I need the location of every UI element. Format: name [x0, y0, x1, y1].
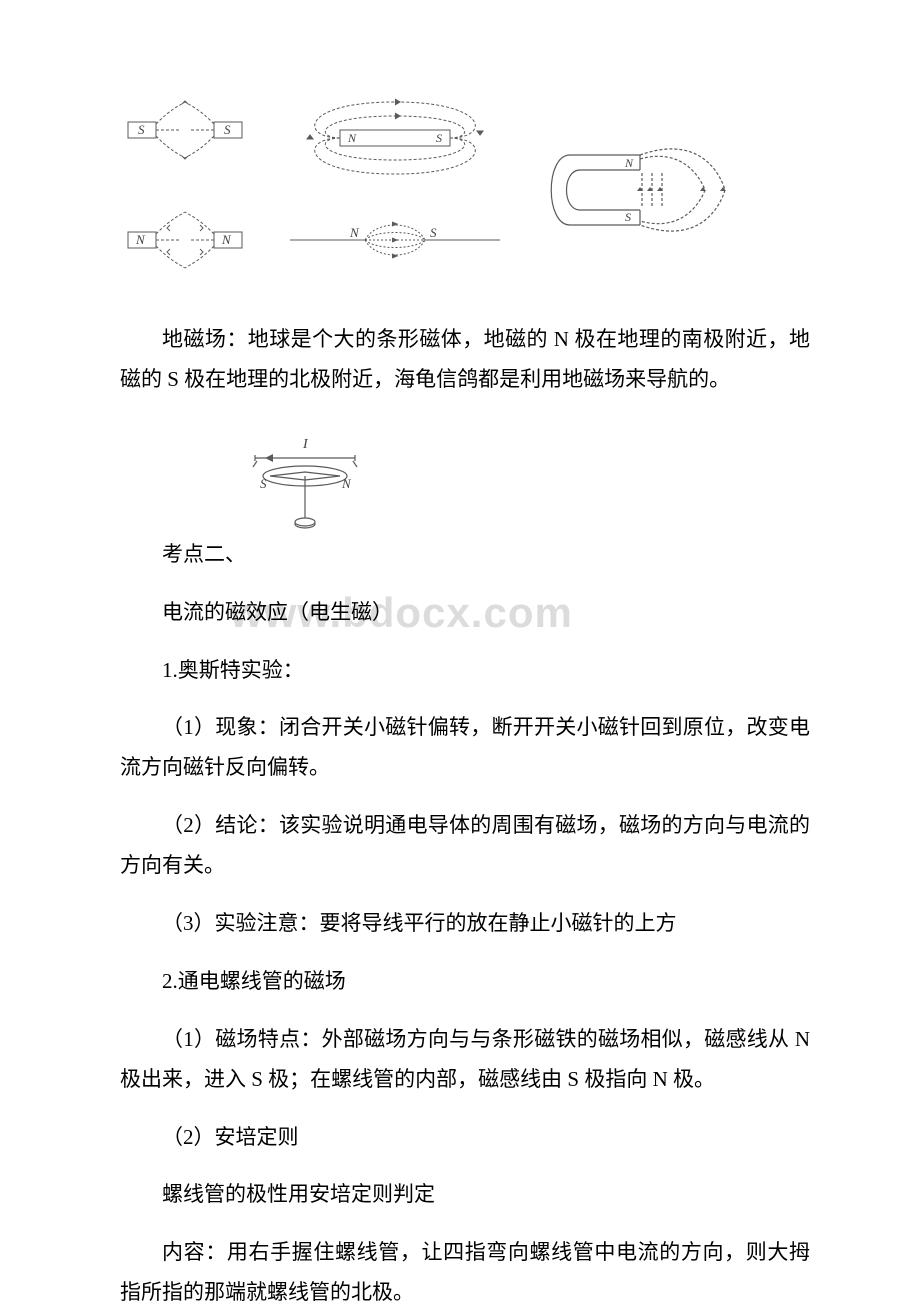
- svg-text:S: S: [430, 225, 437, 240]
- para-solenoid-3: 螺线管的极性用安培定则判定: [120, 1175, 810, 1215]
- svg-text:S: S: [224, 122, 231, 137]
- figure-magnetic-fields: S S N N N S: [120, 90, 810, 290]
- fig-ns-attract: N S: [280, 205, 510, 275]
- page-content: S S N N N S: [120, 90, 810, 1313]
- svg-text:I: I: [302, 437, 309, 452]
- para-oersted-1: （1）现象：闭合开关小磁针偏转，断开开关小磁针回到原位，改变电流方向磁针反向偏转…: [120, 708, 810, 788]
- svg-text:N: N: [221, 232, 232, 247]
- svg-text:S: S: [625, 210, 631, 224]
- title-oersted: 1.奥斯特实验：: [120, 651, 810, 691]
- para-oersted-3: （3）实验注意：要将导线平行的放在静止小磁针的上方: [120, 904, 810, 944]
- row-kd2: I S N: [120, 418, 810, 553]
- para-solenoid-4: 内容：用右手握住螺线管，让四指弯向螺线管中电流的方向，则大拇指所指的那端就螺线管…: [120, 1233, 810, 1313]
- svg-text:N: N: [341, 476, 352, 491]
- fig-nn-repel: N N: [120, 200, 250, 280]
- svg-text:S: S: [436, 131, 442, 145]
- svg-text:S: S: [138, 122, 145, 137]
- para-solenoid-1: （1）磁场特点：外部磁场方向与与条形磁铁的磁场相似，磁感线从 N 极出来，进入 …: [120, 1020, 810, 1100]
- title-solenoid: 2.通电螺线管的磁场: [120, 962, 810, 1002]
- title-kd2: 电流的磁效应（电生磁）: [120, 593, 810, 633]
- fig-oersted-compass: I S N: [230, 428, 380, 543]
- label-kd2: 考点二、: [120, 535, 810, 575]
- svg-text:N: N: [135, 232, 146, 247]
- svg-text:N: N: [349, 225, 360, 240]
- fig-bar-magnet: N S: [280, 90, 510, 185]
- svg-text:N: N: [624, 156, 634, 170]
- svg-text:N: N: [347, 131, 357, 145]
- fig-horseshoe: N S: [530, 115, 730, 275]
- para-geomagnetic: 地磁场：地球是个大的条形磁体，地磁的 N 极在地理的南极附近，地磁的 S 极在地…: [120, 320, 810, 400]
- svg-text:S: S: [260, 476, 267, 491]
- fig-ss-repel: S S: [120, 90, 250, 170]
- para-solenoid-2: （2）安培定则: [120, 1118, 810, 1158]
- para-oersted-2: （2）结论：该实验说明通电导体的周围有磁场，磁场的方向与电流的方向有关。: [120, 806, 810, 886]
